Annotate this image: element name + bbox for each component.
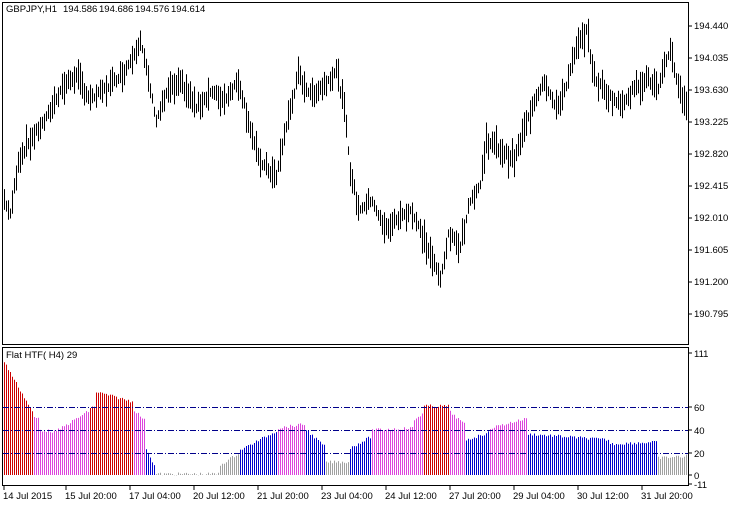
- time-label: 17 Jul 04:00: [129, 491, 181, 502]
- time-label: 21 Jul 20:00: [257, 491, 309, 502]
- price-tick: 192.010: [688, 213, 728, 224]
- time-tick: 15 Jul 20:00: [65, 486, 117, 502]
- symbol-timeframe: GBPJPY,H1: [6, 4, 57, 15]
- indicator-scale-label: -11: [694, 480, 707, 491]
- time-tick: 14 Jul 2015: [3, 486, 52, 502]
- time-label: 31 Jul 20:00: [641, 491, 693, 502]
- indicator-tick: 111: [688, 349, 708, 360]
- time-label: 30 Jul 12:00: [577, 491, 629, 502]
- price-label: 192.010: [694, 213, 728, 224]
- time-label: 27 Jul 20:00: [449, 491, 501, 502]
- indicator-tick: 40: [688, 426, 705, 437]
- price-tick: 190.795: [688, 309, 728, 320]
- time-tick: 29 Jul 04:00: [513, 486, 565, 502]
- time-label: 20 Jul 12:00: [193, 491, 245, 502]
- indicator-tick: 60: [688, 403, 705, 414]
- price-tick: 192.820: [688, 149, 728, 160]
- price-tick: 191.200: [688, 277, 728, 288]
- price-label: 192.820: [694, 149, 728, 160]
- histogram-bars: [4, 362, 687, 476]
- price-label: 193.630: [694, 85, 728, 96]
- indicator-scale-label: 111: [694, 349, 708, 360]
- time-tick: 24 Jul 12:00: [385, 486, 437, 502]
- ohlc-open: 194.586: [63, 4, 97, 15]
- indicator-scale-label: 40: [694, 426, 705, 437]
- indicator-scale-label: 20: [694, 449, 705, 460]
- time-tick: 27 Jul 20:00: [449, 486, 501, 502]
- time-label: 14 Jul 2015: [3, 491, 52, 502]
- time-label: 15 Jul 20:00: [65, 491, 117, 502]
- price-chart-panel[interactable]: GBPJPY,H1 194.586 194.686 194.576 194.61…: [2, 2, 689, 345]
- time-tick: 20 Jul 12:00: [193, 486, 245, 502]
- time-tick: 17 Jul 04:00: [129, 486, 181, 502]
- price-label: 190.795: [694, 309, 728, 320]
- price-label: 192.415: [694, 181, 728, 192]
- price-label: 191.605: [694, 245, 728, 256]
- indicator-tick: -11: [688, 480, 707, 491]
- price-tick: 194.440: [688, 21, 728, 32]
- time-label: 29 Jul 04:00: [513, 491, 565, 502]
- price-label: 191.200: [694, 277, 728, 288]
- time-tick: 21 Jul 20:00: [257, 486, 309, 502]
- price-chart-frame: [2, 2, 689, 345]
- price-scale[interactable]: 194.440 194.035 193.630 193.225 192.820 …: [688, 21, 728, 320]
- price-tick: 193.630: [688, 85, 728, 96]
- indicator-title: Flat HTF( H4) 29: [6, 350, 77, 361]
- price-label: 193.225: [694, 117, 728, 128]
- ohlc-low: 194.576: [135, 4, 169, 15]
- price-tick: 191.605: [688, 245, 728, 256]
- indicator-tick: 20: [688, 449, 705, 460]
- price-bars: [4, 18, 687, 288]
- time-tick: 30 Jul 12:00: [577, 486, 629, 502]
- indicator-panel[interactable]: Flat HTF( H4) 29: [2, 347, 689, 486]
- price-label: 194.440: [694, 21, 728, 32]
- indicator-scale[interactable]: 111 60 40 20 0 -11: [688, 349, 708, 491]
- time-label: 23 Jul 04:00: [321, 491, 373, 502]
- time-label: 24 Jul 12:00: [385, 491, 437, 502]
- price-tick: 192.415: [688, 181, 728, 192]
- time-tick: 31 Jul 20:00: [641, 486, 693, 502]
- indicator-levels: [3, 407, 688, 454]
- ohlc-close: 194.614: [171, 4, 205, 15]
- ohlc-high: 194.686: [99, 4, 133, 15]
- price-label: 194.035: [694, 53, 728, 64]
- indicator-frame: [2, 347, 689, 486]
- price-tick: 194.035: [688, 53, 728, 64]
- price-tick: 193.225: [688, 117, 728, 128]
- time-tick: 23 Jul 04:00: [321, 486, 373, 502]
- time-axis[interactable]: 14 Jul 2015 15 Jul 20:00 17 Jul 04:00 20…: [3, 486, 693, 502]
- indicator-scale-label: 0: [694, 471, 699, 482]
- chart-header: GBPJPY,H1 194.586 194.686 194.576 194.61…: [6, 4, 205, 15]
- indicator-scale-label: 60: [694, 403, 705, 414]
- indicator-tick: 0: [688, 471, 699, 482]
